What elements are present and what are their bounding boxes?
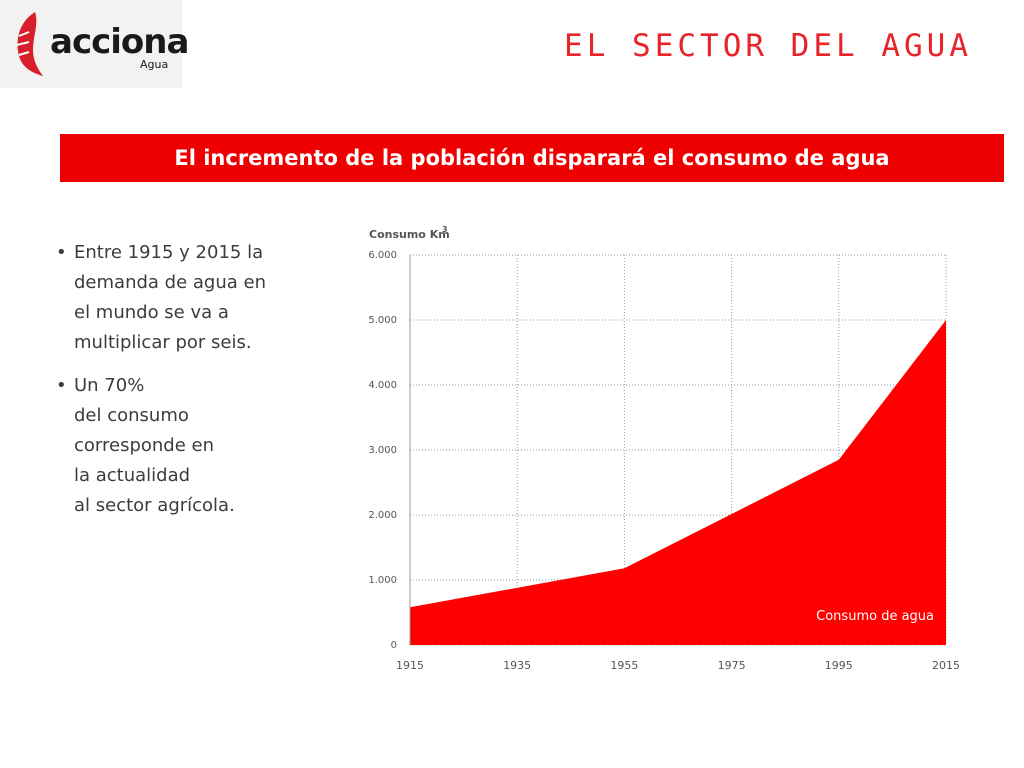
- y-axis-label: Consumo Km: [369, 228, 450, 241]
- bullet-item: • Entre 1915 y 2015 la demanda de agua e…: [54, 238, 304, 358]
- company-logo: acciona Agua: [0, 0, 189, 88]
- bullet-line: Entre 1915 y 2015 la: [74, 242, 264, 263]
- area-series-consumo: [410, 320, 946, 645]
- bullet-line: Un 70%: [74, 375, 145, 396]
- bullet-item: • Un 70% del consumo corresponde en la a…: [54, 371, 304, 521]
- y-tick-label: 2.000: [368, 510, 397, 521]
- logo-wordmark: acciona: [50, 22, 189, 62]
- x-tick-label: 1975: [718, 659, 746, 672]
- y-tick-label: 0: [391, 640, 397, 651]
- bullet-list: • Entre 1915 y 2015 la demanda de agua e…: [54, 238, 304, 534]
- y-tick-label: 1.000: [368, 575, 397, 586]
- logo-subtitle: Agua: [140, 58, 169, 71]
- y-axis-label-superscript: 3: [442, 225, 448, 234]
- page-title: EL SECTOR DEL AGUA: [564, 28, 972, 64]
- x-tick-label: 2015: [932, 659, 960, 672]
- bullet-dot-icon: •: [56, 242, 67, 263]
- x-tick-label: 1915: [396, 659, 424, 672]
- headline-text: El incremento de la población disparará …: [174, 146, 890, 170]
- y-tick-label: 4.000: [368, 380, 397, 391]
- y-tick-label: 3.000: [368, 445, 397, 456]
- leaf-logo-icon: [16, 12, 43, 76]
- headline-banner: El incremento de la población disparará …: [60, 134, 1004, 182]
- bullet-line: demanda de agua en: [74, 272, 266, 293]
- bullet-line: del consumo: [74, 405, 189, 426]
- bullet-line: la actualidad: [74, 465, 191, 486]
- y-tick-label: 6.000: [368, 250, 397, 261]
- bullet-dot-icon: •: [56, 375, 67, 396]
- x-tick-label: 1935: [503, 659, 531, 672]
- bullet-line: corresponde en: [74, 435, 215, 456]
- bullet-line: al sector agrícola.: [74, 495, 235, 516]
- y-tick-label: 5.000: [368, 315, 397, 326]
- x-tick-label: 1955: [610, 659, 638, 672]
- bullet-line: multiplicar por seis.: [74, 332, 252, 353]
- series-label: Consumo de agua: [816, 609, 934, 624]
- consumption-area-chart: 0 1.000 2.000 3.000 4.000 5.000 6.000 1915 1935 1…: [368, 225, 960, 672]
- x-tick-label: 1995: [825, 659, 853, 672]
- bullet-line: el mundo se va a: [74, 302, 229, 323]
